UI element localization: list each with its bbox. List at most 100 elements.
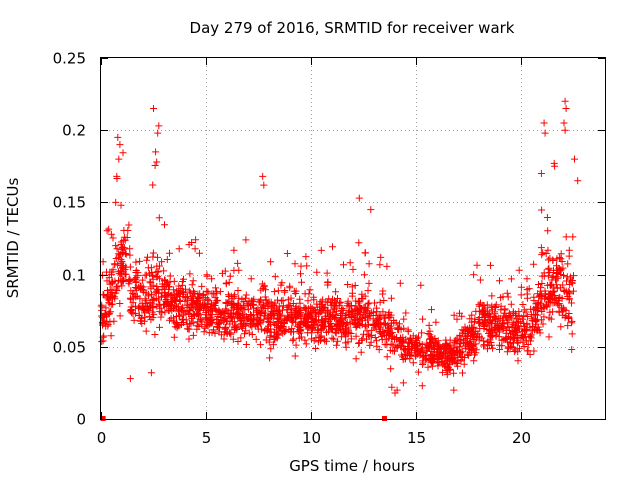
data-point [175, 306, 183, 314]
data-point [112, 198, 120, 206]
data-point [550, 287, 558, 295]
data-point [291, 352, 299, 360]
data-point [355, 319, 363, 327]
data-point [569, 233, 577, 241]
data-point [500, 320, 508, 328]
data-point [313, 303, 321, 311]
data-point [387, 294, 395, 302]
data-point [389, 341, 397, 349]
data-point [178, 305, 186, 313]
data-point [203, 306, 211, 314]
data-point [394, 325, 402, 333]
data-point [275, 319, 282, 327]
data-point [359, 295, 367, 303]
data-point [545, 314, 553, 322]
data-point [557, 266, 565, 274]
zero-value-marker [382, 416, 387, 421]
data-point [119, 149, 127, 157]
data-point [332, 288, 340, 296]
data-point [379, 329, 387, 337]
data-point [510, 319, 518, 327]
data-point [158, 258, 166, 266]
data-point [367, 206, 375, 214]
data-point [201, 294, 209, 302]
data-point [279, 306, 286, 314]
data-point [115, 276, 122, 284]
data-point [185, 310, 193, 318]
data-point [271, 273, 279, 281]
data-point [102, 322, 110, 330]
data-point [170, 286, 178, 294]
data-point [546, 269, 554, 276]
data-point [574, 177, 582, 185]
data-point [360, 271, 368, 279]
data-point [532, 318, 540, 326]
data-point [296, 321, 304, 329]
data-point [129, 310, 137, 318]
data-point [269, 341, 277, 349]
data-point [317, 332, 325, 340]
data-point [396, 279, 404, 287]
data-point [557, 323, 565, 331]
data-point [480, 323, 488, 330]
data-point [412, 342, 420, 350]
data-point [432, 318, 440, 326]
data-point [241, 306, 249, 314]
data-point [189, 277, 197, 285]
data-point [284, 313, 292, 321]
data-point [437, 345, 445, 353]
data-point [503, 348, 511, 356]
data-point [488, 302, 496, 310]
data-point [254, 325, 262, 333]
data-point [450, 369, 458, 377]
data-point [255, 298, 263, 306]
data-point [532, 300, 540, 308]
data-point [385, 308, 393, 316]
data-point [333, 325, 340, 332]
data-point [286, 282, 294, 290]
data-point [152, 148, 160, 156]
data-point [143, 302, 151, 310]
data-point [185, 287, 193, 295]
data-point [164, 298, 172, 306]
data-point [98, 338, 106, 346]
data-point [130, 316, 138, 324]
data-point [369, 315, 377, 323]
data-point [563, 277, 570, 285]
data-point [262, 336, 270, 344]
data-point [232, 324, 240, 331]
data-point [571, 155, 578, 163]
data-point [379, 308, 387, 316]
data-point [551, 299, 559, 307]
data-point [116, 312, 124, 320]
data-point [402, 309, 410, 317]
data-point [113, 245, 121, 253]
data-point [520, 323, 528, 330]
data-point [456, 349, 464, 357]
data-point [447, 345, 455, 353]
data-point [253, 315, 261, 323]
data-point [216, 308, 224, 316]
data-point [260, 282, 268, 290]
data-point [109, 234, 117, 242]
data-point [198, 318, 206, 326]
data-point [153, 302, 161, 310]
y-tick-label: 0 [76, 411, 86, 429]
data-point [163, 256, 171, 263]
data-point [476, 333, 483, 341]
data-point [380, 297, 388, 304]
data-point [219, 269, 226, 277]
data-point [564, 260, 572, 268]
data-point [276, 312, 284, 320]
data-point [173, 303, 180, 311]
data-point [207, 307, 215, 315]
data-point [568, 319, 575, 327]
data-point [212, 284, 220, 292]
x-tick-label: 10 [302, 429, 321, 447]
data-point [318, 300, 326, 308]
data-point [259, 172, 267, 180]
data-point [399, 379, 407, 387]
data-point [157, 313, 165, 321]
data-point [383, 353, 391, 361]
data-point [204, 288, 212, 296]
